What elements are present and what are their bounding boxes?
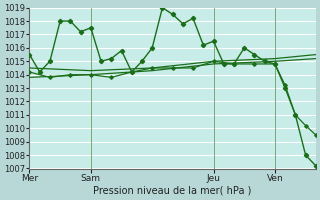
X-axis label: Pression niveau de la mer( hPa ): Pression niveau de la mer( hPa ) <box>93 186 252 196</box>
